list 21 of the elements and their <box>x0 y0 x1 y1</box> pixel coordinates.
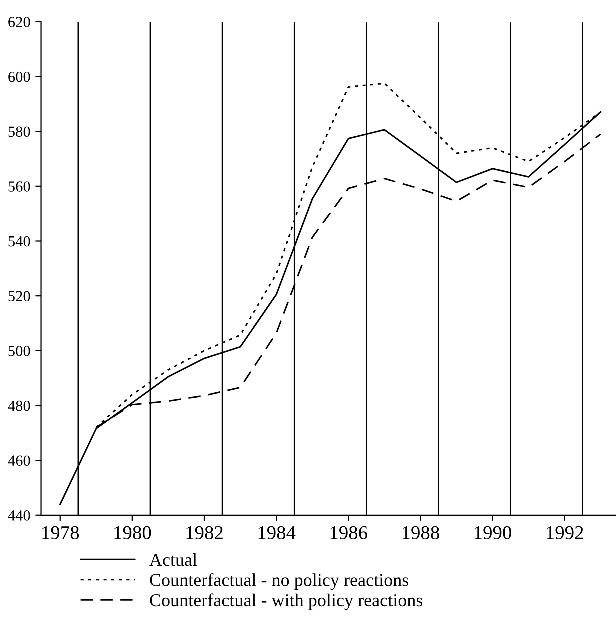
y-tick-label: 580 <box>8 126 30 138</box>
y-tick-label: 560 <box>8 182 30 192</box>
y-tick-label: 620 <box>8 17 30 28</box>
x-tick-label: 1990 <box>475 526 512 540</box>
y-tick-label: 540 <box>8 236 30 247</box>
x-tick-label: 1992 <box>547 526 584 540</box>
y-tick-label: 600 <box>8 72 30 82</box>
legend-label: Counterfactual - with policy reactions <box>150 594 423 610</box>
y-tick-label: 520 <box>8 291 30 302</box>
x-tick-label: 1984 <box>258 526 296 540</box>
legend-label: Actual <box>150 553 198 566</box>
y-tick-label: 480 <box>8 400 30 412</box>
y-tick-label: 500 <box>8 346 30 356</box>
x-tick-label: 1980 <box>114 526 152 540</box>
x-tick-label: 1982 <box>186 526 223 540</box>
legend-label: Counterfactual - no policy reactions <box>150 573 409 590</box>
x-tick-label: 1986 <box>330 526 368 540</box>
x-tick-label: 1978 <box>42 526 80 540</box>
y-tick-label: 440 <box>8 510 30 521</box>
y-tick-label: 460 <box>8 456 30 466</box>
x-tick-label: 1988 <box>402 526 440 540</box>
